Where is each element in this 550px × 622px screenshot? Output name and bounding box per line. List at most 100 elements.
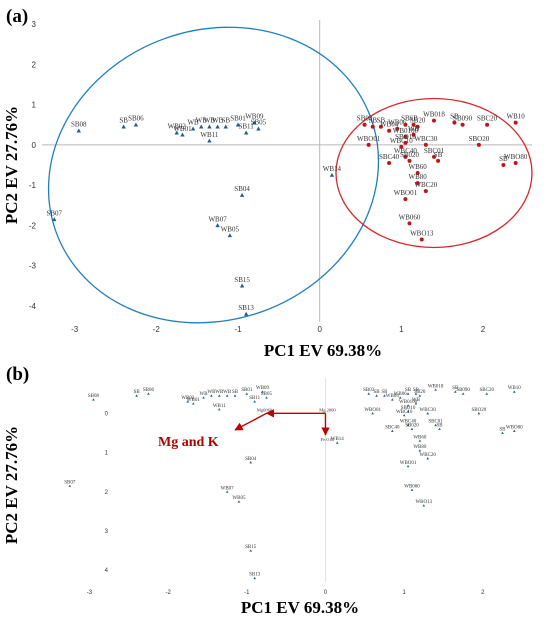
panel-a-x-title: PC1 EV 69.38% (264, 341, 382, 360)
b-point-label: WB80 (413, 445, 427, 450)
a-point-label: SB (119, 117, 128, 125)
b-point-label: WB (215, 390, 224, 395)
b-point-label: SBC20 (480, 388, 495, 393)
a-point-label: WB060 (399, 213, 421, 221)
b-vector-label: Fe.0.02 (321, 437, 335, 442)
a-point-marker (513, 160, 518, 165)
a-point-label: WBC10 (390, 137, 413, 145)
a-point-label: SBO20 (469, 135, 490, 143)
b-point-label: WBC30 (420, 408, 437, 413)
a-x-tick-label: 0 (317, 325, 322, 334)
a-point-marker (411, 122, 416, 127)
a-point-marker (460, 122, 465, 127)
b-point-label: SB (413, 388, 420, 393)
a-point-label: SB (450, 113, 459, 121)
b-x-tick-label: -3 (87, 590, 93, 596)
b-point-marker (253, 400, 256, 403)
a-point-marker (432, 118, 436, 123)
a-point-marker (256, 126, 261, 131)
a-point-marker (403, 122, 408, 127)
b-point-label: WB05 (232, 496, 246, 501)
a-point-label: SBC01 (424, 147, 445, 155)
a-point-label: WBO01 (394, 189, 418, 197)
a-point-label: WBC30 (414, 135, 437, 143)
b-point-label: WB (223, 390, 232, 395)
a-x-tick-label: -2 (153, 325, 161, 334)
b-point-marker (422, 504, 426, 507)
a-y-tick-label: -3 (29, 262, 37, 271)
panel-a-ellipses (47, 26, 533, 324)
a-point-marker (501, 162, 506, 167)
a-point-marker (415, 171, 420, 176)
a-point-marker (452, 120, 457, 125)
b-point-label: SB (499, 427, 506, 432)
b-point-label: WBO80 (506, 425, 523, 430)
a-point-marker (436, 158, 441, 163)
b-point-marker (192, 402, 195, 405)
a-point-label: WB (204, 117, 216, 125)
b-point-marker (391, 398, 394, 401)
a-point-marker (395, 126, 400, 131)
a-point-marker (329, 172, 335, 177)
b-point-marker (414, 392, 418, 395)
a-point-marker (370, 124, 375, 129)
b-point-marker (225, 394, 229, 397)
a-point-marker (387, 128, 392, 133)
a-point-label: WB (196, 117, 208, 125)
a-point-label: SB03 (357, 115, 373, 123)
panel-b-label: (b) (6, 364, 29, 385)
a-y-tick-label: 1 (32, 101, 37, 110)
b-point-marker (410, 488, 414, 491)
a-point-label: SB020 (400, 151, 420, 159)
a-y-tick-label: -4 (29, 302, 37, 311)
b-point-label: SB07 (64, 480, 76, 485)
a-point-marker (180, 132, 185, 137)
a-point-marker (52, 217, 57, 222)
a-point-marker (423, 142, 428, 147)
b-vector-label: Mg.2060 (319, 407, 336, 412)
a-point-label: WB (408, 125, 420, 133)
a-point-marker (378, 124, 383, 129)
b-x-tick-label: 1 (402, 590, 406, 596)
b-point-marker (426, 457, 430, 460)
b-x-tick-label: 0 (324, 590, 328, 596)
b-point-marker (406, 464, 410, 468)
b-point-label: SB01 (241, 388, 253, 393)
a-point-marker (215, 223, 220, 228)
b-point-marker (210, 394, 213, 397)
a-point-marker (366, 142, 371, 147)
b-point-label: WB (412, 398, 421, 403)
a-point-marker (227, 233, 233, 238)
b-point-marker (477, 412, 481, 415)
a-point-label: WB04 (380, 121, 399, 129)
b-x-tick-label: -2 (165, 590, 171, 596)
a-point-label: SBO10 (395, 133, 416, 141)
panel-b-annotation: Mg and K (158, 435, 219, 450)
a-x-tick-label: -3 (71, 325, 79, 334)
a-point-label: WB02 (168, 123, 187, 131)
a-point-label: WB (187, 119, 199, 127)
b-point-marker (426, 412, 430, 415)
a-point-label: WB11 (200, 131, 219, 139)
b-point-label: WB (207, 390, 216, 395)
panel-a-y-title: PC2 EV 27.76% (2, 106, 21, 224)
b-point-label: SB20 (414, 390, 426, 395)
a-point-label: SB15 (234, 276, 250, 284)
b-point-marker (512, 390, 516, 393)
b-point-marker (398, 396, 402, 399)
panel-b-y-title: PC2 EV 27.76% (2, 426, 21, 544)
a-ellipse-blue (47, 26, 380, 324)
a-point-marker (174, 130, 179, 135)
a-point-label: WBO01 (357, 135, 381, 143)
b-point-marker (434, 388, 437, 391)
b-point-label: WB02 (181, 396, 195, 401)
b-point-marker (367, 392, 371, 395)
b-point-label: SBO10 (401, 406, 416, 411)
a-point-label: WBO13 (410, 229, 434, 237)
a-point-label: SB090 (453, 115, 473, 123)
b-x-tick-label: 2 (481, 590, 485, 596)
a-point-marker (223, 124, 228, 129)
